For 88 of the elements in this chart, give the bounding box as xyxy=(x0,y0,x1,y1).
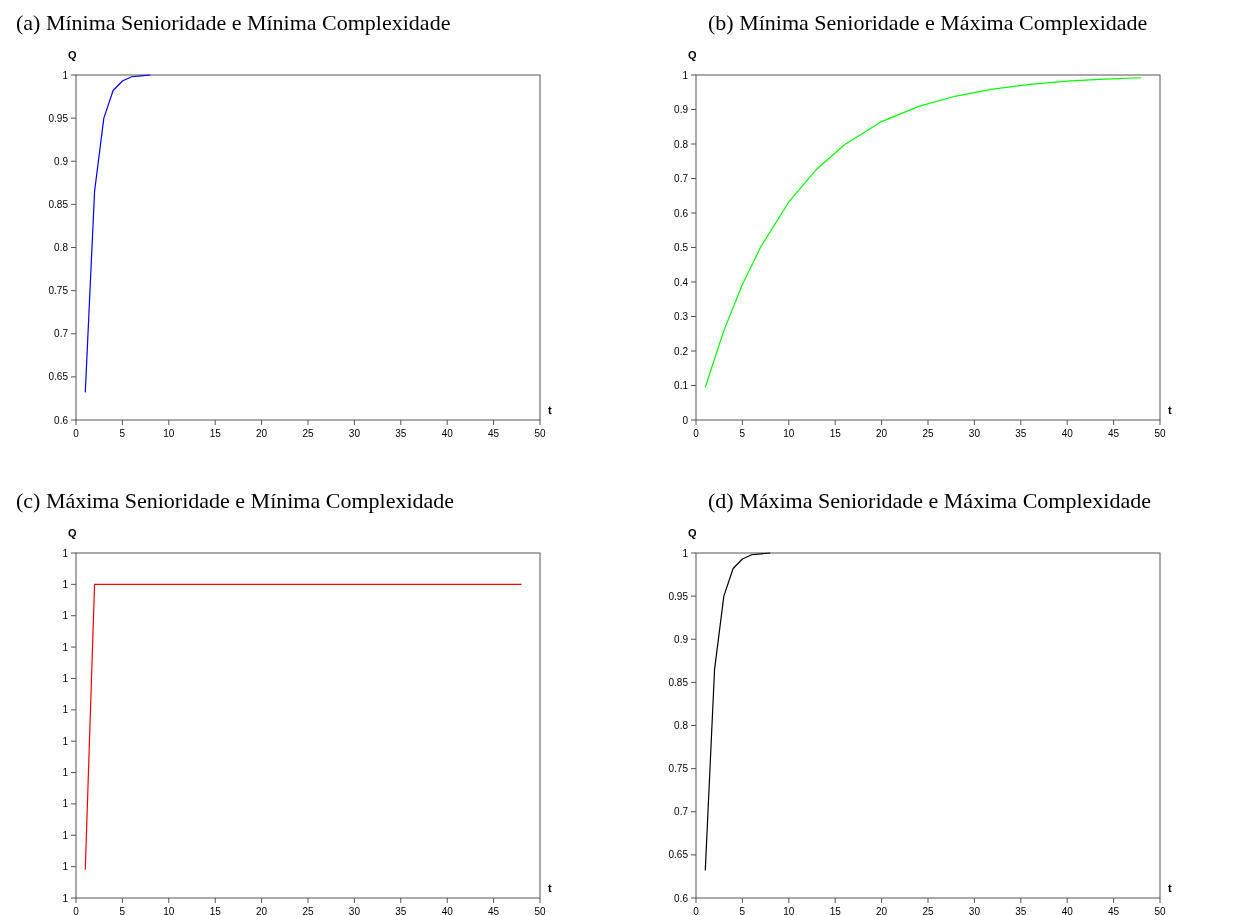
y-tick-label: 0 xyxy=(682,414,689,426)
y-axis-title: Q xyxy=(688,527,697,539)
x-tick-label: 40 xyxy=(441,428,454,439)
x-tick-label: 50 xyxy=(534,906,546,915)
y-tick-label: 0.8 xyxy=(674,720,689,731)
chart-title: (d) Máxima Senioridade e Máxima Complexidade xyxy=(708,488,1151,513)
y-tick-label: 0.9 xyxy=(674,104,689,115)
x-tick-label: 5 xyxy=(119,906,126,915)
y-tick-label: 0.65 xyxy=(668,849,689,861)
y-tick-label: 0.7 xyxy=(674,173,689,184)
x-tick-label: 15 xyxy=(829,428,842,439)
x-tick-label: 50 xyxy=(1154,428,1166,439)
x-tick-label: 0 xyxy=(693,428,700,439)
x-tick-label: 35 xyxy=(1015,428,1027,439)
y-tick-label: 0.85 xyxy=(48,198,69,210)
x-tick-label: 45 xyxy=(488,428,500,439)
x-tick-label: 20 xyxy=(876,428,888,439)
x-axis-title: t xyxy=(1168,404,1172,416)
x-tick-label: 45 xyxy=(488,906,500,915)
x-tick-label: 40 xyxy=(441,906,454,915)
y-tick-label: 0.1 xyxy=(674,380,689,391)
y-tick-label: 0.75 xyxy=(668,763,689,775)
y-tick-label: 0.6 xyxy=(674,892,689,904)
x-tick-label: 10 xyxy=(783,906,795,915)
x-tick-label: 20 xyxy=(876,906,888,915)
y-tick-label: 0.7 xyxy=(674,806,689,818)
x-tick-label: 5 xyxy=(119,428,126,439)
y-tick-label: 0.85 xyxy=(668,676,689,688)
x-tick-label: 30 xyxy=(348,906,361,915)
y-tick-label: 0.6 xyxy=(54,414,69,426)
x-axis-title: t xyxy=(1168,882,1172,894)
y-tick-label: 0.8 xyxy=(54,242,69,253)
y-tick-label: 0.6 xyxy=(674,207,689,219)
y-tick-label: 0.9 xyxy=(54,155,69,167)
x-tick-label: 20 xyxy=(256,428,268,439)
y-tick-label: 0.3 xyxy=(674,311,689,322)
x-tick-label: 40 xyxy=(1061,906,1074,915)
x-tick-label: 35 xyxy=(1015,906,1027,915)
y-tick-label: 0.7 xyxy=(54,328,69,340)
chart-title: (c) Máxima Senioridade e Mínima Complexidade xyxy=(16,488,455,513)
x-tick-label: 35 xyxy=(395,428,407,439)
x-tick-label: 30 xyxy=(968,428,981,439)
chart-title: (a) Mínima Senioridade e Mínima Complexidade xyxy=(16,10,451,35)
y-tick-label: 0.65 xyxy=(48,371,69,383)
y-tick-label: 0.9 xyxy=(674,633,689,645)
x-tick-label: 45 xyxy=(1108,428,1120,439)
x-tick-label: 0 xyxy=(693,906,700,915)
x-tick-label: 50 xyxy=(534,428,546,439)
x-tick-label: 25 xyxy=(922,906,934,915)
x-tick-label: 20 xyxy=(256,906,268,915)
x-tick-label: 15 xyxy=(829,906,842,915)
y-axis-title: Q xyxy=(68,49,77,61)
x-tick-label: 5 xyxy=(739,428,746,439)
x-tick-label: 10 xyxy=(783,428,795,439)
y-tick-label: 0.5 xyxy=(674,242,689,253)
x-tick-label: 25 xyxy=(302,906,314,915)
x-tick-label: 0 xyxy=(73,906,80,915)
y-axis-title: Q xyxy=(68,527,77,539)
x-tick-label: 25 xyxy=(922,428,934,439)
x-tick-label: 25 xyxy=(302,428,314,439)
y-axis-title: Q xyxy=(688,49,697,61)
line-series xyxy=(704,552,771,871)
y-tick-label: 1 xyxy=(682,547,689,559)
x-tick-label: 30 xyxy=(348,428,361,439)
x-tick-label: 50 xyxy=(1154,906,1166,915)
y-tick-label: 0.2 xyxy=(674,345,689,357)
x-tick-label: 10 xyxy=(163,428,175,439)
x-tick-label: 35 xyxy=(395,906,407,915)
x-tick-label: 40 xyxy=(1061,428,1074,439)
x-tick-label: 5 xyxy=(739,906,746,915)
y-tick-label: 0.8 xyxy=(674,138,689,150)
chart-title: (b) Mínima Senioridade e Máxima Complexidade xyxy=(708,10,1148,35)
x-tick-label: 15 xyxy=(209,428,222,439)
y-tick-label: 0.75 xyxy=(48,285,69,297)
x-tick-label: 15 xyxy=(209,906,222,915)
y-tick-label: 0.95 xyxy=(668,590,689,602)
y-tick-label: 1 xyxy=(682,69,689,81)
y-tick-label: 0.95 xyxy=(48,112,69,124)
x-tick-label: 30 xyxy=(968,906,981,915)
line-series xyxy=(84,74,151,393)
x-axis-title: t xyxy=(548,882,552,894)
x-tick-label: 0 xyxy=(73,428,80,439)
y-tick-label: 0.4 xyxy=(674,276,689,288)
x-axis-title: t xyxy=(548,404,552,416)
y-tick-label: 1 xyxy=(62,69,69,81)
x-tick-label: 45 xyxy=(1108,906,1120,915)
x-tick-label: 10 xyxy=(163,906,175,915)
line-series xyxy=(704,77,1143,388)
